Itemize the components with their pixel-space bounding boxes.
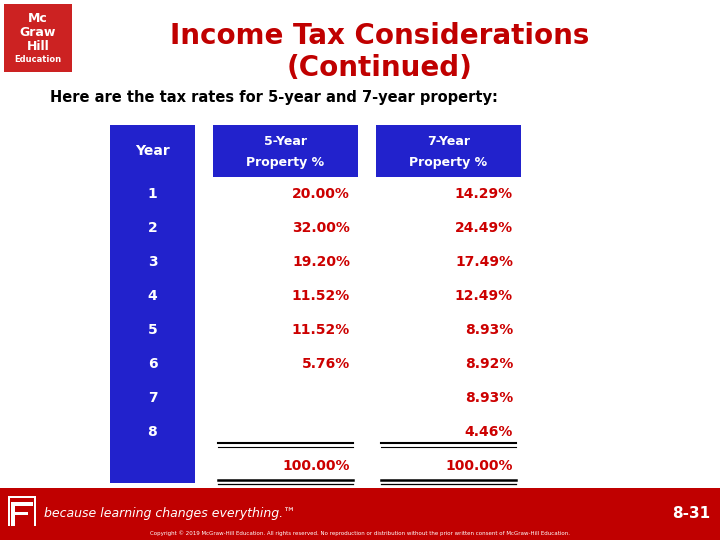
Text: 4: 4: [148, 289, 158, 303]
Bar: [110, 177, 195, 211]
Text: 20.00%: 20.00%: [292, 187, 350, 201]
Text: 100.00%: 100.00%: [282, 459, 350, 473]
Bar: [110, 415, 195, 449]
Bar: [110, 211, 195, 245]
Text: Income Tax Considerations: Income Tax Considerations: [171, 22, 590, 50]
Bar: [4, 4, 72, 72]
Text: 8-31: 8-31: [672, 507, 710, 522]
Text: Year: Year: [135, 144, 170, 158]
Text: Copyright © 2019 McGraw-Hill Education. All rights reserved. No reproduction or : Copyright © 2019 McGraw-Hill Education. …: [150, 530, 570, 536]
Text: Hill: Hill: [27, 39, 50, 53]
Text: (Continued): (Continued): [287, 54, 473, 82]
Text: Property %: Property %: [246, 156, 325, 169]
Text: 8.93%: 8.93%: [464, 391, 513, 405]
Text: Graw: Graw: [20, 26, 56, 39]
Text: 11.52%: 11.52%: [292, 289, 350, 303]
Text: 5-Year: 5-Year: [264, 135, 307, 148]
Text: 8: 8: [148, 425, 158, 439]
Text: Education: Education: [14, 55, 62, 64]
Bar: [110, 279, 195, 313]
Bar: [11, 502, 33, 506]
Bar: [0, 526, 720, 540]
Text: 100.00%: 100.00%: [446, 459, 513, 473]
Bar: [11, 512, 27, 515]
Text: 14.29%: 14.29%: [455, 187, 513, 201]
Text: because learning changes everything.™: because learning changes everything.™: [44, 508, 296, 521]
Text: 19.20%: 19.20%: [292, 255, 350, 269]
Text: 8.92%: 8.92%: [464, 357, 513, 371]
Bar: [376, 125, 521, 177]
Text: 6: 6: [148, 357, 157, 371]
Bar: [110, 125, 195, 177]
Text: 32.00%: 32.00%: [292, 221, 350, 235]
Text: 24.49%: 24.49%: [455, 221, 513, 235]
Text: 5: 5: [148, 323, 158, 337]
Text: 5.76%: 5.76%: [302, 357, 350, 371]
Bar: [213, 125, 358, 177]
Text: 7: 7: [148, 391, 157, 405]
Bar: [10, 498, 34, 530]
Text: Mc: Mc: [28, 12, 48, 25]
Bar: [110, 245, 195, 279]
Bar: [110, 347, 195, 381]
Bar: [8, 496, 36, 532]
Bar: [110, 449, 195, 483]
Bar: [110, 381, 195, 415]
Text: 17.49%: 17.49%: [455, 255, 513, 269]
Text: 12.49%: 12.49%: [455, 289, 513, 303]
Text: Here are the tax rates for 5-year and 7-year property:: Here are the tax rates for 5-year and 7-…: [50, 90, 498, 105]
Text: 4.46%: 4.46%: [464, 425, 513, 439]
Text: 11.52%: 11.52%: [292, 323, 350, 337]
Bar: [11, 506, 15, 528]
Text: 8.93%: 8.93%: [464, 323, 513, 337]
Bar: [0, 488, 720, 540]
Text: 1: 1: [148, 187, 158, 201]
Text: 7-Year: 7-Year: [427, 135, 470, 148]
Text: Property %: Property %: [410, 156, 487, 169]
Text: 2: 2: [148, 221, 158, 235]
Bar: [110, 313, 195, 347]
Text: 3: 3: [148, 255, 157, 269]
